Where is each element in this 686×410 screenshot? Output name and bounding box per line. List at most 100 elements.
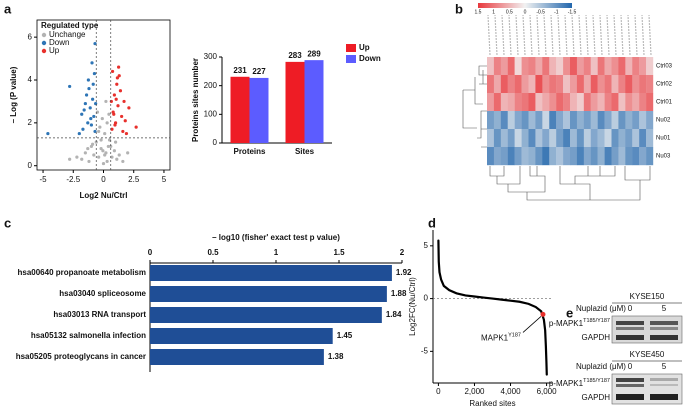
heatmap-cell xyxy=(583,93,591,112)
point xyxy=(123,119,127,123)
heatmap-cell xyxy=(583,147,591,166)
point xyxy=(113,123,117,127)
point xyxy=(82,108,86,112)
heatmap-cell xyxy=(487,111,495,130)
point xyxy=(116,104,120,108)
point xyxy=(121,159,125,164)
category-label: hsa05132 salmonella infection xyxy=(31,331,146,340)
heatmap-cell xyxy=(570,111,578,130)
colorbar-tick-label: 1 xyxy=(492,9,495,15)
point xyxy=(68,84,72,89)
bar xyxy=(285,61,305,143)
legend-marker xyxy=(41,40,47,46)
panel-letter: b xyxy=(455,1,463,16)
bar xyxy=(150,349,324,365)
point xyxy=(100,116,104,121)
heatmap-cell xyxy=(514,57,522,76)
ranked-curve xyxy=(437,239,548,376)
heatmap-cell xyxy=(521,129,529,148)
point xyxy=(86,121,90,125)
annotation-sup: Y187 xyxy=(508,333,521,339)
heatmap-cell xyxy=(570,93,578,112)
heatmap-cell xyxy=(611,111,619,130)
point xyxy=(112,149,116,153)
row-label: Ctrl01 xyxy=(656,100,673,106)
x-axis-label: Ranked sites xyxy=(469,399,515,408)
point xyxy=(110,127,114,131)
row-dendrogram xyxy=(462,65,487,148)
heatmap-cell xyxy=(521,75,529,94)
heatmap-cell xyxy=(487,75,495,94)
point xyxy=(77,131,81,136)
heatmap-cell xyxy=(514,147,522,166)
point xyxy=(95,110,100,114)
heatmap-cell xyxy=(528,129,536,148)
heatmap-cell xyxy=(646,75,654,94)
heatmap-cell xyxy=(556,57,564,76)
point xyxy=(106,144,110,149)
heatmap-cell xyxy=(625,147,633,166)
x-tick-label: 2,000 xyxy=(464,387,485,396)
point xyxy=(113,140,118,144)
point xyxy=(46,131,50,136)
point xyxy=(90,61,94,65)
heatmap-cell xyxy=(618,129,626,148)
point xyxy=(103,131,107,136)
heatmap-cell xyxy=(549,75,557,94)
dose-label: 5 xyxy=(662,362,667,371)
heatmap-cell xyxy=(563,147,571,166)
point xyxy=(112,112,116,116)
point xyxy=(114,97,118,101)
point xyxy=(97,155,101,159)
heatmap-cell xyxy=(542,93,550,112)
heatmap-cell xyxy=(535,147,543,166)
heatmap-cell xyxy=(576,111,585,130)
legend-swatch xyxy=(346,44,356,52)
legend-label: Down xyxy=(49,38,69,47)
point xyxy=(109,99,113,104)
point xyxy=(109,144,113,149)
point xyxy=(101,149,105,153)
cell-line: KYSE150 xyxy=(630,292,665,301)
category-label: hsa03013 RNA transport xyxy=(53,310,146,319)
row-label: Ctrl02 xyxy=(656,82,673,88)
category-label: hsa00640 propanoate metabolism xyxy=(18,268,147,277)
y-tick-label: 300 xyxy=(204,52,218,61)
point xyxy=(134,125,138,129)
point xyxy=(115,157,119,161)
y-tick-label: 0 xyxy=(424,294,429,303)
point xyxy=(124,131,129,136)
heatmap-cell xyxy=(507,93,515,112)
point xyxy=(80,157,84,161)
point xyxy=(127,106,131,110)
heatmap-cell xyxy=(576,129,585,148)
heatmap-cell xyxy=(646,57,654,76)
heatmap-cell xyxy=(487,129,495,148)
point xyxy=(92,153,96,157)
heatmap-cell xyxy=(487,93,495,112)
point xyxy=(80,112,84,116)
x-tick-label: 6,000 xyxy=(537,387,558,396)
x-tick-label: 1.5 xyxy=(333,248,345,257)
colorbar xyxy=(478,3,572,8)
heatmap-cell xyxy=(500,57,508,76)
colorbar-tick-label: -1 xyxy=(554,9,559,15)
point xyxy=(115,82,119,86)
heatmap-cell xyxy=(563,93,571,112)
heatmap-cell xyxy=(639,129,647,148)
heatmap-cell xyxy=(500,147,508,166)
annotation-text: MAPK1 xyxy=(481,334,509,343)
point xyxy=(92,71,97,76)
heatmap-cell xyxy=(632,129,640,148)
dose-label: 0 xyxy=(628,304,633,313)
heatmap-cell xyxy=(535,93,543,112)
x-tick-label: 2 xyxy=(400,248,405,257)
heatmap-cell xyxy=(590,147,598,166)
heatmap-cell xyxy=(549,147,557,166)
heatmap-cell xyxy=(570,147,578,166)
point xyxy=(99,138,103,142)
heatmap-cell xyxy=(542,147,550,166)
heatmap-cell xyxy=(604,129,612,148)
bar xyxy=(304,60,324,143)
